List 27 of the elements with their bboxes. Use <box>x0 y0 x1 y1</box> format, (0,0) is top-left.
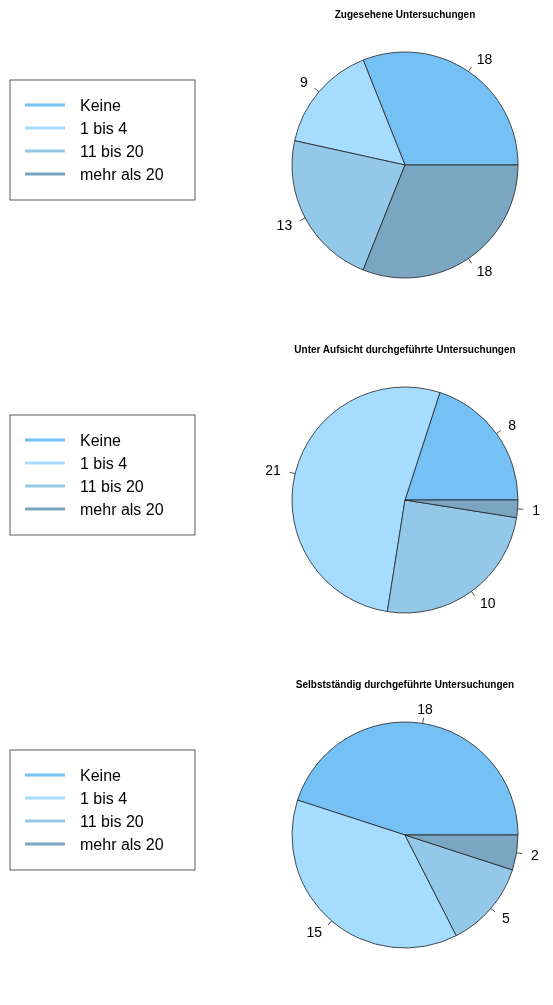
chart-title: Zugesehene Untersuchungen <box>334 9 476 20</box>
data-label: 18 <box>476 51 493 68</box>
legend-label: Keine <box>80 96 122 114</box>
legend-label: mehr als 20 <box>80 500 164 518</box>
chart-title: Selbstständig durchgeführte Untersuchungen <box>295 679 515 690</box>
legend-label: mehr als 20 <box>80 835 164 853</box>
legend-label: mehr als 20 <box>80 165 164 183</box>
data-label: 10 <box>480 595 496 612</box>
data-label: 21 <box>265 462 282 479</box>
legend-label: 1 bis 4 <box>80 454 128 472</box>
legend-label: Keine <box>80 431 122 449</box>
data-label: 8 <box>508 416 517 433</box>
legend-label: 11 bis 20 <box>80 812 144 830</box>
data-label: 18 <box>476 262 493 279</box>
data-label: 5 <box>502 909 511 926</box>
data-label: 9 <box>299 74 308 91</box>
legend-label: Keine <box>80 766 122 784</box>
data-label: 2 <box>531 846 540 863</box>
legend-label: 1 bis 4 <box>80 789 128 807</box>
data-label: 18 <box>417 700 433 717</box>
data-label: 1 <box>532 501 541 518</box>
data-label: 15 <box>306 924 323 940</box>
legend-label: 1 bis 4 <box>80 119 128 137</box>
legend-label: 11 bis 20 <box>80 142 144 160</box>
data-label: 13 <box>276 216 293 233</box>
legend-label: 11 bis 20 <box>80 477 144 495</box>
chart-title: Unter Aufsicht durchgeführte Untersuchungen <box>294 344 516 355</box>
